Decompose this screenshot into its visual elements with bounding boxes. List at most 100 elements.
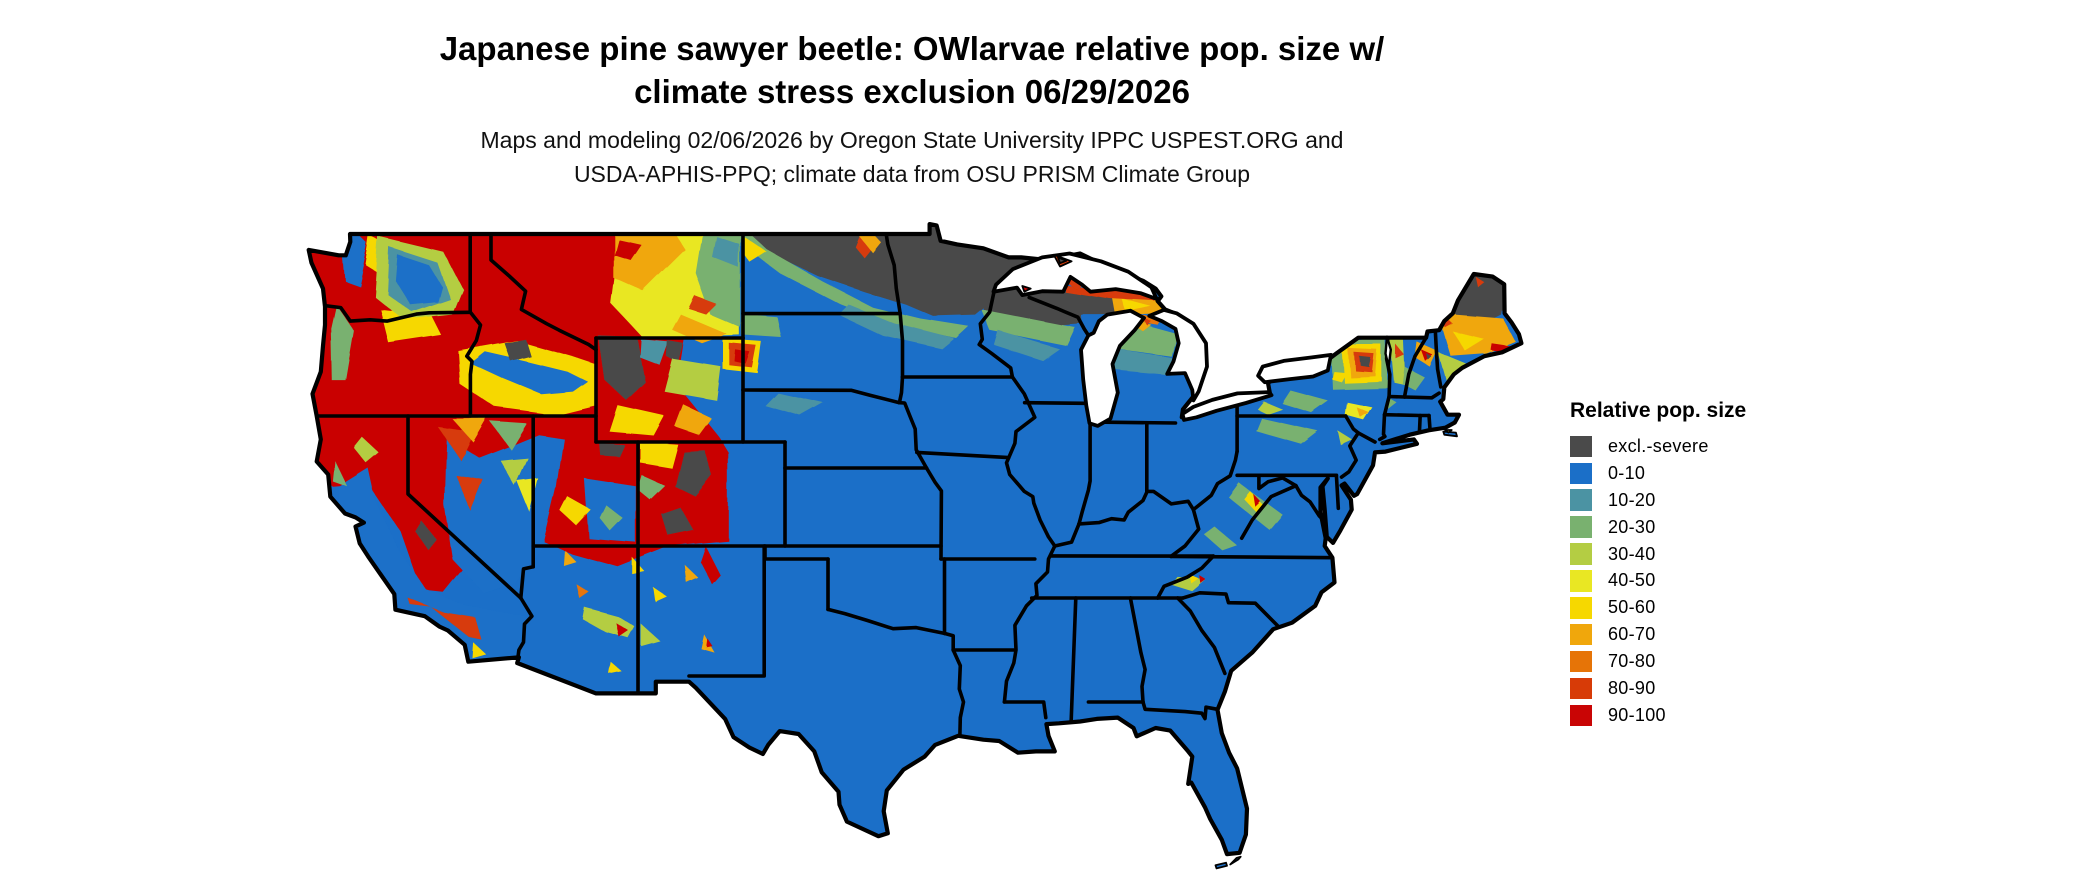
raster-region [1475, 276, 1485, 288]
raster-region [560, 496, 591, 526]
state-border [1022, 400, 1086, 406]
raster-region [598, 335, 646, 401]
raster-region [1281, 390, 1328, 413]
legend-item-label: 90-100 [1608, 704, 1666, 725]
state-border [1417, 413, 1422, 435]
raster-region [613, 239, 642, 260]
legend-color-swatch [1570, 489, 1592, 511]
raster-region [666, 340, 684, 363]
legend-item: excl.-severe [1570, 433, 1870, 460]
state-border [951, 648, 966, 737]
legend-color-swatch [1570, 543, 1592, 565]
raster-region [1356, 406, 1369, 418]
state-border [1239, 483, 1298, 540]
island-speck [1021, 285, 1032, 293]
state-border [1077, 489, 1196, 526]
legend-color-swatch [1570, 650, 1592, 673]
raster-region [609, 405, 665, 436]
raster-region [500, 457, 528, 487]
raster-region [1389, 336, 1406, 385]
raster-region [338, 468, 526, 676]
raster-region [1396, 344, 1405, 359]
islands-layer [1021, 253, 1458, 870]
map-title-line2: climate stress exclusion 06/29/2026 [634, 73, 1190, 110]
legend-item-label: 30-40 [1608, 543, 1656, 564]
raster-region [615, 622, 629, 637]
raster-region [1242, 490, 1264, 514]
legend-item-label: excl.-severe [1608, 435, 1709, 456]
raster-region [674, 449, 713, 497]
state-border [1027, 295, 1091, 338]
legend-item: 0-10 [1570, 460, 1870, 487]
raster-region [1113, 348, 1174, 376]
raster-region [437, 426, 475, 461]
raster-region [993, 330, 1059, 361]
state-border [1069, 596, 1078, 722]
legend-item-label: 50-60 [1608, 597, 1656, 618]
state-border [1356, 431, 1377, 444]
state-border [1053, 522, 1081, 548]
state-border [915, 450, 1011, 460]
state-border [1169, 507, 1201, 559]
state-border [322, 303, 472, 323]
state-border [687, 544, 766, 678]
raster-region [599, 504, 623, 531]
state-border [1002, 700, 1048, 720]
raster-region [395, 254, 442, 305]
raster-region [639, 440, 677, 467]
lake-superior [991, 251, 1159, 301]
legend-items: excl.-severe 0-10 10-20 20-30 30-40 40-50 50-6… [1570, 433, 1870, 729]
lake-erie [1180, 390, 1274, 422]
raster-region [674, 404, 711, 435]
legend-item: 10-20 [1570, 487, 1870, 514]
legend-color-swatch [1570, 704, 1592, 727]
raster-region [699, 546, 720, 584]
state-border [1002, 544, 1057, 704]
raster-region [471, 352, 589, 396]
legend-item-label: 70-80 [1608, 651, 1656, 672]
legend-title: Relative pop. size [1570, 399, 1747, 422]
raster-region [1438, 352, 1470, 383]
raster-region [1252, 492, 1260, 506]
legend-item-label: 20-30 [1608, 516, 1656, 537]
map-title-line1: Japanese pine sawyer beetle: OWlarvae re… [439, 30, 1385, 67]
raster-region [1255, 417, 1318, 444]
raster-region [456, 475, 485, 513]
raster-region [353, 436, 379, 463]
state-border [898, 311, 905, 379]
raster-region [563, 549, 576, 566]
raster-region [672, 314, 728, 344]
raster-region [1452, 331, 1485, 351]
state-border [1339, 414, 1361, 479]
raster-region [664, 358, 721, 401]
raster-region [712, 236, 740, 268]
legend-color-swatch [1570, 462, 1592, 485]
legend-item: 40-50 [1570, 567, 1870, 594]
island-speck [1057, 256, 1068, 264]
legend-item: 60-70 [1570, 621, 1870, 648]
state-border [826, 607, 947, 636]
lake-huron [1147, 308, 1209, 403]
map-subtitle: Maps and modeling 02/06/2026 by Oregon S… [262, 123, 1562, 191]
legend-item-label: 80-90 [1608, 677, 1656, 698]
state-border [406, 414, 523, 600]
legend-color-swatch [1570, 516, 1592, 538]
raster-region [689, 296, 717, 315]
raster-region [489, 421, 527, 450]
island-speck [1444, 429, 1453, 434]
island-speck [1214, 861, 1228, 870]
raster-region [741, 314, 782, 338]
lakes-layer [991, 251, 1392, 428]
state-border [1103, 420, 1178, 425]
legend-color-swatch [1570, 570, 1592, 592]
lake-champlain [1384, 335, 1392, 368]
legend-item: 70-80 [1570, 648, 1870, 675]
legend-color-swatch [1570, 435, 1592, 458]
state-border [1334, 473, 1341, 511]
state-border [1181, 591, 1281, 629]
state-border [1402, 335, 1428, 399]
raster-region [332, 460, 348, 487]
state-border [1382, 412, 1431, 418]
raster-region [613, 224, 686, 292]
state-border [1427, 413, 1432, 430]
